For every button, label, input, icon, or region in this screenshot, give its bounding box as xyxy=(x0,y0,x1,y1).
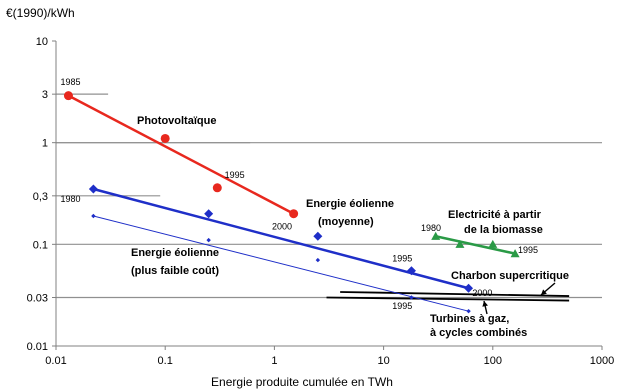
label-biomasse-line1: Electricité à partir xyxy=(448,209,542,221)
year-annotation: 1980 xyxy=(421,223,441,233)
series-layer: 1985 1995 2000 1980 1995 2000 1995 1980 1995 xyxy=(61,77,570,315)
eolienne-faible-point xyxy=(206,237,211,243)
eolienne-moyenne-point xyxy=(464,283,474,293)
label-charbon: Charbon supercritique xyxy=(451,270,569,282)
biomasse-trend-line xyxy=(435,235,516,255)
label-eolienne-moyenne-line1: Energie éolienne xyxy=(306,198,394,210)
eolienne-faible-point xyxy=(466,308,471,314)
photovoltaique-point xyxy=(212,183,222,193)
eolienne-moyenne-point xyxy=(313,231,323,241)
x-tick-label: 100 xyxy=(484,355,502,367)
y-tick-label: 3 xyxy=(42,89,48,101)
photovoltaique-trend-line xyxy=(67,94,295,215)
y-tick-label: 1 xyxy=(42,138,48,150)
year-annotation: 1995 xyxy=(392,253,412,263)
gaz-pointer-head xyxy=(482,301,488,307)
year-annotation: 1995 xyxy=(518,245,538,255)
label-eolienne-faible-line2: (plus faible coût) xyxy=(131,265,219,277)
y-tick-label: 10 xyxy=(36,36,48,48)
biomasse-point xyxy=(510,249,520,258)
eolienne-moyenne-point xyxy=(88,184,98,194)
label-eolienne-moyenne-line2: (moyenne) xyxy=(318,216,374,228)
x-axis-title: Energie produite cumulée en TWh xyxy=(211,375,393,389)
y-axis-title: €(1990)/kWh xyxy=(6,6,75,20)
axes-layer: 0.01 0.03 0.1 0,3 1 3 10 0.01 0.1 1 10 100 1000 xyxy=(27,36,615,367)
x-tick-label: 1000 xyxy=(590,355,614,367)
eolienne-faible-point xyxy=(91,213,96,219)
biomasse-point xyxy=(488,239,498,248)
label-gaz-line1: Turbines à gaz, xyxy=(430,313,509,325)
eolienne-moyenne-point xyxy=(406,266,416,276)
eolienne-moyenne-point xyxy=(204,209,214,219)
biomasse-point xyxy=(431,231,441,240)
x-tick-label: 0.01 xyxy=(45,355,66,367)
x-tick-label: 10 xyxy=(377,355,389,367)
x-tick-label: 0.1 xyxy=(158,355,173,367)
y-tick-label: 0.1 xyxy=(33,239,48,251)
label-eolienne-faible-line1: Energie éolienne xyxy=(131,247,219,259)
year-annotation: 2000 xyxy=(472,288,492,298)
photovoltaique-point xyxy=(63,91,73,101)
charbon-pointer-head xyxy=(541,289,547,295)
eolienne-faible-point xyxy=(315,257,321,263)
year-annotation: 1995 xyxy=(225,170,245,180)
text-layer: €(1990)/kWh Energie produite cumulée en … xyxy=(6,6,569,389)
charbon-line xyxy=(340,291,570,297)
label-gaz-line2: à cycles combinés xyxy=(430,327,527,339)
eolienne-faible-point xyxy=(409,295,414,300)
gaz-line xyxy=(326,296,570,302)
year-annotation: 1985 xyxy=(61,77,81,87)
eolienne-moyenne-trend-line xyxy=(93,187,469,290)
label-photovoltaique: Photovoltaïque xyxy=(137,115,216,127)
x-tick-label: 1 xyxy=(271,355,277,367)
year-annotation: 1995 xyxy=(392,301,412,311)
year-annotation: 1980 xyxy=(61,194,81,204)
eolienne-faible-trend-line xyxy=(93,215,469,312)
y-tick-label: 0,3 xyxy=(33,191,48,203)
biomasse-point xyxy=(455,239,465,248)
photovoltaique-point xyxy=(160,133,170,143)
year-annotation: 2000 xyxy=(272,221,292,231)
label-biomasse-line2: de la biomasse xyxy=(464,224,543,236)
photovoltaique-point xyxy=(289,209,299,219)
y-tick-label: 0.01 xyxy=(27,341,48,353)
y-tick-label: 0.03 xyxy=(27,292,48,304)
